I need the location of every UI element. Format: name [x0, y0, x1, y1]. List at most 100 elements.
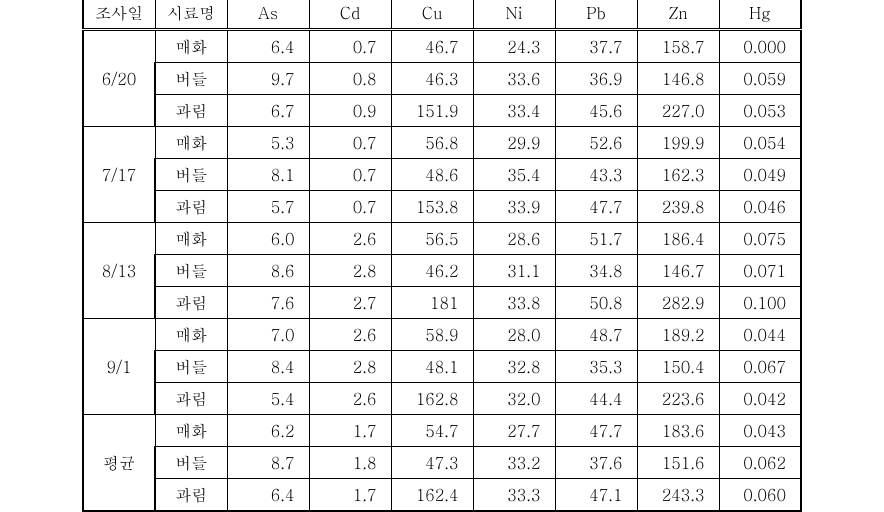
sample-cell: 버들	[155, 63, 227, 95]
value-cell-cd: 2.6	[309, 223, 391, 255]
value-cell-cd: 2.8	[309, 351, 391, 383]
value-cell-ni: 33.3	[473, 479, 555, 512]
value-cell-ni: 27.7	[473, 415, 555, 447]
value-cell-cu: 162.8	[391, 383, 473, 415]
value-cell-as: 8.7	[227, 447, 309, 479]
value-cell-cu: 54.7	[391, 415, 473, 447]
value-cell-pb: 47.7	[555, 415, 637, 447]
date-cell: 6/20	[83, 30, 155, 127]
value-cell-as: 7.0	[227, 319, 309, 351]
value-cell-cd: 0.7	[309, 127, 391, 159]
value-cell-zn: 158.7	[637, 30, 719, 63]
value-cell-as: 6.0	[227, 223, 309, 255]
value-cell-zn: 150.4	[637, 351, 719, 383]
value-cell-zn: 239.8	[637, 191, 719, 223]
value-cell-ni: 35.4	[473, 159, 555, 191]
value-cell-pb: 44.4	[555, 383, 637, 415]
value-cell-cu: 56.8	[391, 127, 473, 159]
value-cell-ni: 31.1	[473, 255, 555, 287]
value-cell-cd: 1.7	[309, 479, 391, 512]
value-cell-zn: 146.7	[637, 255, 719, 287]
value-cell-pb: 37.7	[555, 30, 637, 63]
table-row: 과림6.70.9151.933.445.6227.00.053	[83, 95, 801, 127]
value-cell-cd: 0.7	[309, 159, 391, 191]
table-row: 8/13매화6.02.656.528.651.7186.40.075	[83, 223, 801, 255]
table-row: 과림5.70.7153.833.947.7239.80.046	[83, 191, 801, 223]
date-cell: 9/1	[83, 319, 155, 415]
sample-cell: 매화	[155, 415, 227, 447]
value-cell-hg: 0.059	[719, 63, 801, 95]
value-cell-as: 6.2	[227, 415, 309, 447]
value-cell-as: 5.4	[227, 383, 309, 415]
col-header-date: 조사일	[83, 0, 155, 30]
value-cell-pb: 50.8	[555, 287, 637, 319]
col-header-zn: Zn	[637, 0, 719, 30]
sample-cell: 과림	[155, 287, 227, 319]
table-row: 과림5.42.6162.832.044.4223.60.042	[83, 383, 801, 415]
value-cell-hg: 0.075	[719, 223, 801, 255]
table-header: 조사일 시료명 As Cd Cu Ni Pb Zn Hg	[83, 0, 801, 30]
value-cell-ni: 32.8	[473, 351, 555, 383]
sample-cell: 버들	[155, 351, 227, 383]
value-cell-ni: 32.0	[473, 383, 555, 415]
value-cell-as: 8.6	[227, 255, 309, 287]
value-cell-cd: 0.9	[309, 95, 391, 127]
value-cell-hg: 0.042	[719, 383, 801, 415]
table-body: 6/20매화6.40.746.724.337.7158.70.000버들9.70…	[83, 30, 801, 512]
value-cell-zn: 243.3	[637, 479, 719, 512]
sample-cell: 매화	[155, 127, 227, 159]
table-row: 버들9.70.846.333.636.9146.80.059	[83, 63, 801, 95]
sample-cell: 매화	[155, 30, 227, 63]
value-cell-cd: 0.8	[309, 63, 391, 95]
value-cell-ni: 33.6	[473, 63, 555, 95]
value-cell-zn: 151.6	[637, 447, 719, 479]
value-cell-hg: 0.071	[719, 255, 801, 287]
value-cell-as: 5.3	[227, 127, 309, 159]
value-cell-hg: 0.046	[719, 191, 801, 223]
value-cell-cu: 46.2	[391, 255, 473, 287]
value-cell-hg: 0.000	[719, 30, 801, 63]
col-header-as: As	[227, 0, 309, 30]
col-header-hg: Hg	[719, 0, 801, 30]
value-cell-as: 8.4	[227, 351, 309, 383]
value-cell-pb: 48.7	[555, 319, 637, 351]
value-cell-pb: 43.3	[555, 159, 637, 191]
value-cell-ni: 33.8	[473, 287, 555, 319]
value-cell-pb: 37.6	[555, 447, 637, 479]
table-row: 6/20매화6.40.746.724.337.7158.70.000	[83, 30, 801, 63]
table-row: 버들8.62.846.231.134.8146.70.071	[83, 255, 801, 287]
value-cell-hg: 0.062	[719, 447, 801, 479]
value-cell-cu: 46.3	[391, 63, 473, 95]
table-row: 9/1매화7.02.658.928.048.7189.20.044	[83, 319, 801, 351]
value-cell-ni: 28.0	[473, 319, 555, 351]
table-row: 평균매화6.21.754.727.747.7183.60.043	[83, 415, 801, 447]
header-row: 조사일 시료명 As Cd Cu Ni Pb Zn Hg	[83, 0, 801, 30]
col-header-cu: Cu	[391, 0, 473, 30]
col-header-pb: Pb	[555, 0, 637, 30]
value-cell-pb: 47.1	[555, 479, 637, 512]
value-cell-cu: 56.5	[391, 223, 473, 255]
value-cell-cd: 2.8	[309, 255, 391, 287]
table-row: 버들8.42.848.132.835.3150.40.067	[83, 351, 801, 383]
value-cell-as: 6.4	[227, 479, 309, 512]
value-cell-cd: 0.7	[309, 30, 391, 63]
value-cell-pb: 47.7	[555, 191, 637, 223]
value-cell-pb: 35.3	[555, 351, 637, 383]
value-cell-hg: 0.067	[719, 351, 801, 383]
table-row: 버들8.10.748.635.443.3162.30.049	[83, 159, 801, 191]
col-header-ni: Ni	[473, 0, 555, 30]
date-cell: 7/17	[83, 127, 155, 223]
value-cell-ni: 29.9	[473, 127, 555, 159]
value-cell-ni: 33.4	[473, 95, 555, 127]
value-cell-zn: 282.9	[637, 287, 719, 319]
value-cell-cu: 181	[391, 287, 473, 319]
value-cell-hg: 0.100	[719, 287, 801, 319]
sample-cell: 매화	[155, 319, 227, 351]
value-cell-pb: 36.9	[555, 63, 637, 95]
value-cell-hg: 0.044	[719, 319, 801, 351]
value-cell-hg: 0.060	[719, 479, 801, 512]
col-header-sample: 시료명	[155, 0, 227, 30]
value-cell-cd: 2.6	[309, 319, 391, 351]
value-cell-hg: 0.053	[719, 95, 801, 127]
sample-cell: 과림	[155, 383, 227, 415]
